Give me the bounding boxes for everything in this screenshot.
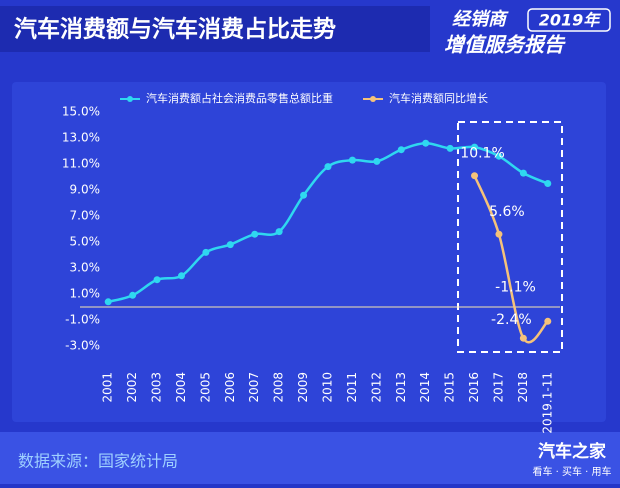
point bbox=[324, 163, 332, 171]
x-tick-label: 2009 bbox=[296, 372, 310, 403]
value-label: 5.6% bbox=[489, 204, 525, 220]
x-tick-label: 2003 bbox=[150, 372, 164, 403]
value-label: 10.1% bbox=[460, 146, 504, 162]
point bbox=[544, 317, 552, 325]
title-band bbox=[0, 6, 430, 52]
y-tick-label: 1.0% bbox=[70, 287, 101, 301]
point bbox=[495, 152, 503, 160]
x-tick-label: 2011 bbox=[345, 372, 359, 403]
x-tick-label: 2014 bbox=[418, 372, 432, 403]
y-tick-label: 3.0% bbox=[70, 261, 101, 275]
x-tick-label: 2006 bbox=[223, 372, 237, 403]
title: 汽车消费额与汽车消费占比走势 bbox=[14, 16, 336, 43]
x-tick-label: 2010 bbox=[321, 372, 335, 403]
y-tick-label: -3.0% bbox=[65, 339, 100, 353]
point bbox=[153, 276, 161, 284]
point bbox=[275, 228, 283, 236]
y-tick-label: 5.0% bbox=[70, 235, 101, 249]
y-tick-label: 9.0% bbox=[70, 183, 101, 197]
x-tick-label: 2004 bbox=[174, 372, 188, 403]
badge-box bbox=[527, 8, 611, 32]
point bbox=[446, 144, 454, 152]
point bbox=[519, 169, 527, 177]
x-tick-label: 2008 bbox=[272, 372, 286, 403]
x-tick-label: 2012 bbox=[369, 372, 383, 403]
y-tick-label: 13.0% bbox=[62, 131, 100, 145]
point bbox=[373, 157, 381, 165]
source: 数据来源：国家统计局 bbox=[18, 452, 178, 471]
legend-dot bbox=[370, 96, 376, 102]
value-label: -1.1% bbox=[495, 279, 536, 295]
badge-line2: 增值服务报告 bbox=[444, 33, 566, 57]
point bbox=[226, 241, 234, 249]
legend-label: 汽车消费额同比增长 bbox=[389, 91, 488, 105]
y-tick-label: -1.0% bbox=[65, 313, 100, 327]
point bbox=[177, 272, 185, 280]
point bbox=[202, 248, 210, 256]
y-tick-label: 15.0% bbox=[62, 105, 100, 119]
x-tick-label: 2016 bbox=[467, 372, 481, 403]
y-tick-label: 7.0% bbox=[70, 209, 101, 223]
point bbox=[471, 143, 479, 151]
value-label: -2.4% bbox=[491, 312, 532, 328]
point bbox=[544, 180, 552, 187]
series-line bbox=[473, 175, 549, 344]
point bbox=[397, 146, 405, 154]
point bbox=[422, 139, 430, 147]
highlight-box bbox=[457, 121, 563, 353]
x-tick-label: 2002 bbox=[125, 372, 139, 403]
x-tick-label: 2007 bbox=[247, 372, 261, 403]
brand: 汽车之家 bbox=[538, 441, 606, 462]
x-tick-label: 2005 bbox=[198, 372, 212, 403]
y-tick-label: 11.0% bbox=[62, 157, 100, 171]
x-tick-label: 2018 bbox=[516, 372, 530, 403]
point bbox=[251, 230, 259, 238]
badge-line1: 经销商 bbox=[452, 9, 509, 30]
x-tick-label: 2013 bbox=[394, 372, 408, 403]
point bbox=[104, 298, 112, 306]
footer-band bbox=[0, 432, 620, 484]
point bbox=[471, 172, 479, 180]
point bbox=[495, 230, 503, 238]
point bbox=[129, 291, 137, 299]
x-tick-label: 2019.1-11 bbox=[540, 372, 554, 434]
panel bbox=[12, 82, 606, 422]
point bbox=[348, 156, 356, 164]
slogan: 看车 · 买车 · 用车 bbox=[532, 465, 611, 478]
point bbox=[519, 334, 527, 342]
legend-label: 汽车消费额占社会消费品零售总额比重 bbox=[146, 91, 333, 105]
legend-dot bbox=[127, 96, 133, 102]
x-tick-label: 2015 bbox=[443, 372, 457, 403]
badge-year: 2019年 bbox=[539, 11, 602, 30]
x-tick-label: 2017 bbox=[491, 372, 505, 403]
point bbox=[300, 191, 308, 199]
x-tick-label: 2001 bbox=[101, 372, 115, 403]
